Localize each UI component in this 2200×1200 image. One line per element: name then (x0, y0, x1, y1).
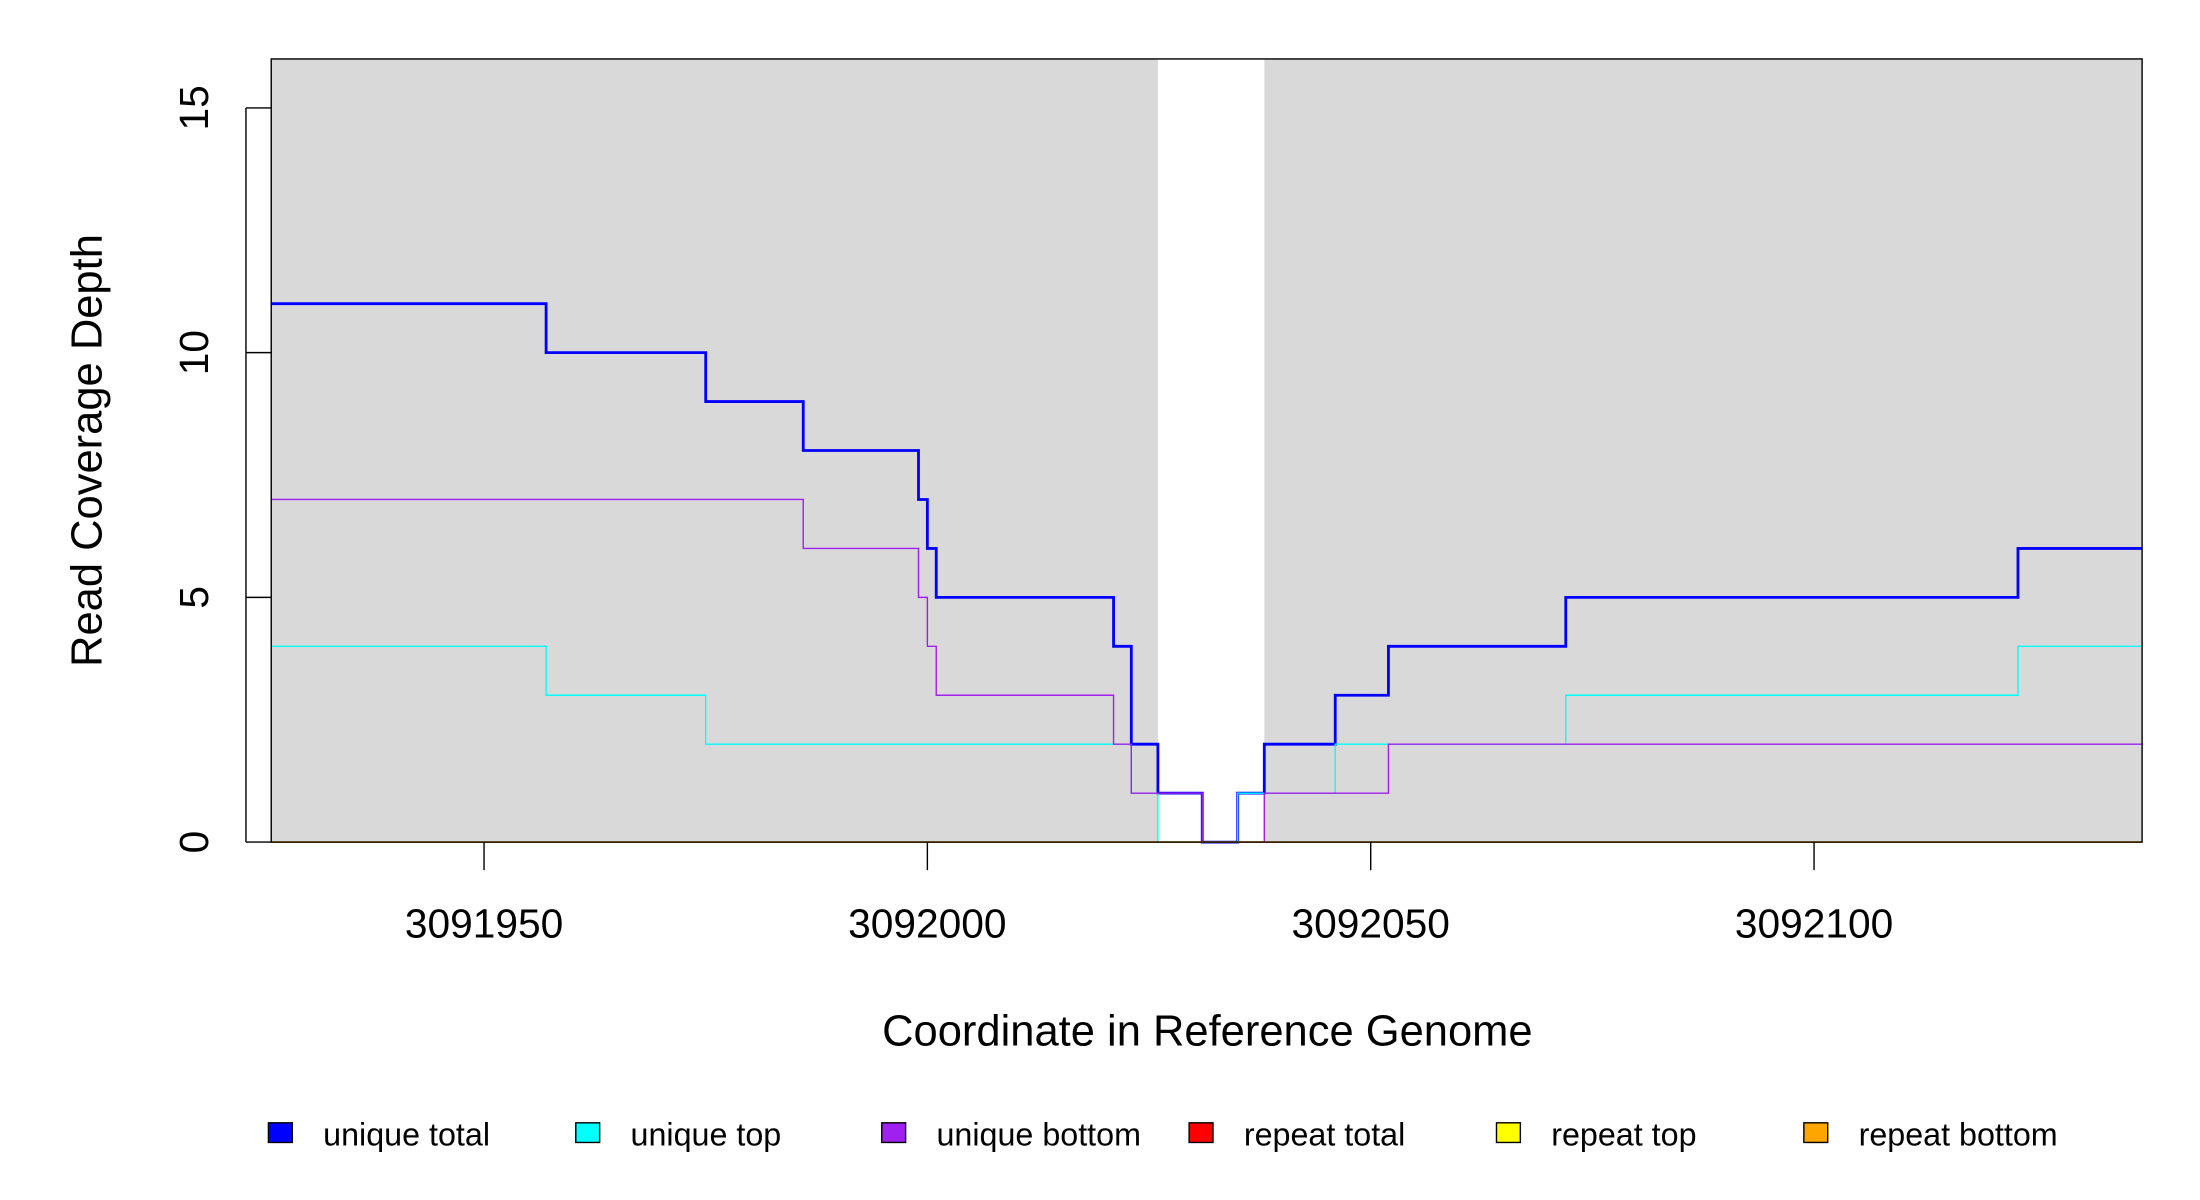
x-tick-label: 3091950 (405, 901, 563, 947)
x-tick-label: 3092100 (1735, 901, 1893, 947)
legend-swatch (267, 1122, 293, 1144)
legend-label: unique top (631, 1116, 782, 1152)
y-tick-label: 10 (171, 330, 217, 375)
x-tick-label: 3092050 (1291, 901, 1449, 947)
legend-swatch (575, 1122, 601, 1144)
legend-label: unique total (323, 1116, 490, 1152)
legend-swatch (881, 1122, 907, 1144)
series-line-unique-total (271, 302, 2143, 844)
y-tick-label: 5 (171, 586, 217, 609)
legend-label: repeat total (1244, 1116, 1405, 1152)
y-tick-label: 15 (171, 85, 217, 130)
legend-swatch (1495, 1122, 1522, 1144)
legend-label: unique bottom (936, 1116, 1141, 1152)
y-axis-label: Read Coverage Depth (63, 234, 111, 667)
legend-swatch (1188, 1122, 1214, 1144)
highlight-region (1157, 58, 1265, 843)
y-tick-label: 0 (171, 831, 217, 854)
plot-frame (270, 58, 2143, 843)
x-axis-label: Coordinate in Reference Genome (882, 1008, 1532, 1056)
legend-label: repeat bottom (1859, 1116, 2058, 1152)
x-tick-label: 3092000 (848, 901, 1006, 947)
legend-swatch (1803, 1122, 1829, 1144)
y-axis: 0 5 10 15 (171, 85, 272, 854)
legend-label: repeat top (1551, 1116, 1696, 1152)
legend: unique total unique top unique bottom repea… (267, 1116, 2058, 1152)
series-line-unique-bottom (271, 498, 2143, 843)
x-axis: 3091950 3092000 3092050 3092100 (405, 842, 1893, 947)
